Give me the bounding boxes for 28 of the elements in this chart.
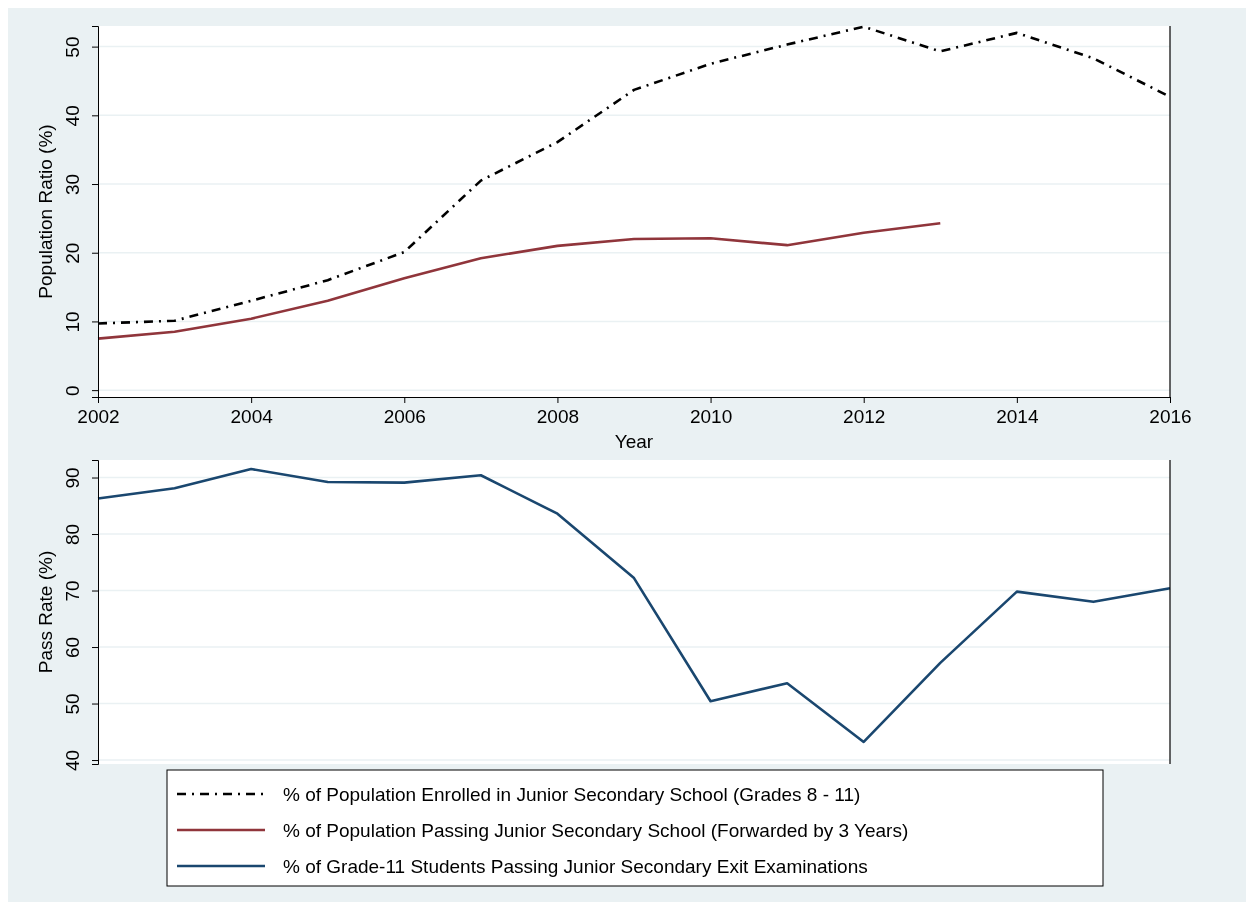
y-tick-label: 40 [62,105,83,127]
y-tick-label: 50 [62,36,83,58]
line-series [96,221,942,340]
y-tick-label: 80 [62,523,83,546]
line-series [96,467,1172,744]
y-tick-label: 40 [62,749,83,772]
x-tick-label: 2002 [77,406,120,428]
x-tick-label: 2014 [996,406,1039,428]
legend-label: % of Grade-11 Students Passing Junior Secondary Exit Examinations [283,856,868,877]
legend-label: % of Population Enrolled in Junior Secondary School (Grades 8 - 11) [283,784,861,805]
x-tick-label: 2008 [536,406,580,428]
x-tick-label: 2010 [689,406,733,428]
legend-label: % of Population Passing Junior Secondary School (Forwarded by 3 Years) [283,820,909,841]
x-tick-label: 2012 [843,406,886,428]
x-axis-title: Year [614,431,654,452]
y-tick-label: 10 [62,311,83,333]
x-tick-label: 2006 [383,406,426,428]
y-tick-label: 50 [62,693,83,715]
y-tick-label: 0 [62,385,83,396]
y-tick-label: 90 [62,467,83,489]
y-tick-label: 20 [62,242,83,264]
y-tick-label: 60 [62,636,83,659]
x-tick-label: 2016 [1149,406,1192,428]
y-axis-title: Population Ratio (%) [35,124,56,299]
x-tick-label: 2004 [230,406,274,428]
y-tick-label: 30 [62,173,83,196]
y-tick-label: 70 [62,580,83,602]
y-axis-title: Pass Rate (%) [35,550,56,674]
